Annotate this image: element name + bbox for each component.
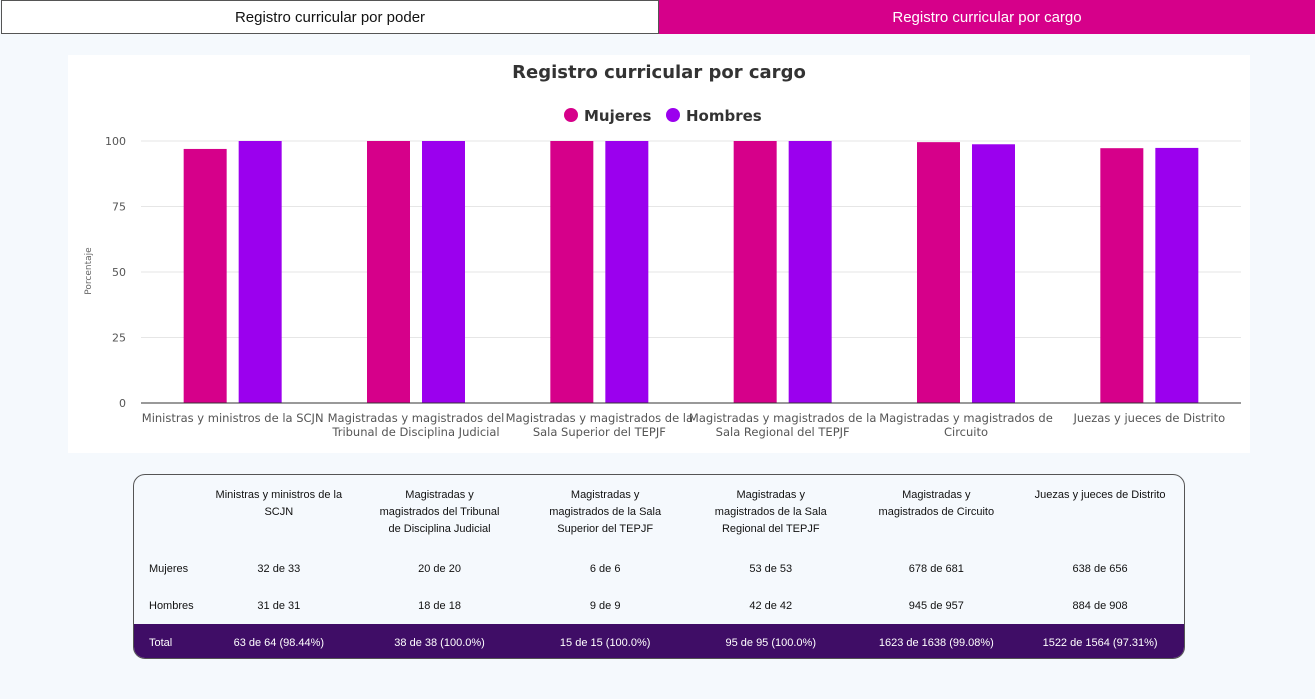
table-cell: 32 de 33 bbox=[257, 562, 301, 575]
tab-bar: Registro curricular por poder Registro c… bbox=[1, 0, 1315, 34]
bar-mujeres-1[interactable] bbox=[367, 141, 410, 403]
legend-label-hombres[interactable]: Hombres bbox=[686, 107, 762, 125]
table-cell: 95 de 95 (100.0%) bbox=[684, 624, 857, 658]
table-cell: 6 de 6 bbox=[589, 562, 621, 575]
bar-mujeres-0[interactable] bbox=[183, 148, 227, 403]
row-label: Mujeres bbox=[149, 562, 189, 575]
summary-table-card: Ministras y ministros de la SCJN Magistr… bbox=[133, 474, 1185, 659]
table-header-empty bbox=[134, 475, 204, 550]
y-axis-ticks: 0 25 50 75 100 bbox=[105, 135, 126, 410]
bar-mujeres-4[interactable] bbox=[917, 142, 960, 403]
table-cell: 42 de 42 bbox=[749, 599, 793, 612]
row-label: Total bbox=[134, 624, 204, 658]
bar-hombres-2[interactable] bbox=[605, 141, 649, 403]
gridlines bbox=[141, 140, 1241, 338]
table-header-sala-regional: Magistradas y magistrados de la Sala Reg… bbox=[714, 489, 827, 535]
legend-marker-mujeres bbox=[564, 108, 578, 122]
x-tick-label: Ministras y ministros de la SCJN bbox=[142, 411, 324, 425]
y-tick-label: 25 bbox=[112, 332, 126, 345]
table-header-distrito: Juezas y jueces de Distrito bbox=[1034, 489, 1166, 501]
y-tick-label: 100 bbox=[105, 135, 126, 148]
table-header-scjn: Ministras y ministros de la SCJN bbox=[215, 489, 343, 518]
y-tick-label: 0 bbox=[119, 397, 126, 410]
table-header-tdj: Magistradas y magistrados del Tribunal d… bbox=[379, 489, 500, 535]
bars bbox=[183, 141, 1199, 403]
table-cell: 38 de 38 (100.0%) bbox=[353, 624, 526, 658]
table-cell: 945 de 957 bbox=[908, 599, 964, 612]
table-cell: 20 de 20 bbox=[418, 562, 461, 575]
legend-marker-hombres bbox=[666, 108, 680, 122]
bar-hombres-5[interactable] bbox=[1155, 147, 1199, 403]
tab-registro-por-poder[interactable]: Registro curricular por poder bbox=[1, 0, 659, 34]
summary-table: Ministras y ministros de la SCJN Magistr… bbox=[134, 475, 1184, 658]
x-tick-label: Magistradas y magistrados del Tribunal de… bbox=[328, 411, 505, 439]
bar-hombres-0[interactable] bbox=[238, 141, 282, 403]
bar-mujeres-5[interactable] bbox=[1100, 148, 1144, 403]
table-cell: 31 de 31 bbox=[257, 599, 301, 612]
x-tick-label: Magistradas y magistrados de la Sala Supe… bbox=[506, 411, 693, 439]
table-header-row: Ministras y ministros de la SCJN Magistr… bbox=[134, 475, 1184, 550]
table-header-sala-superior: Magistradas y magistrados de la Sala Sup… bbox=[549, 489, 662, 535]
y-tick-label: 75 bbox=[112, 201, 126, 214]
x-tick-label: Juezas y jueces de Distrito bbox=[1073, 411, 1226, 425]
legend: Mujeres Hombres bbox=[564, 107, 762, 125]
table-row-total: Total 63 de 64 (98.44%) 38 de 38 (100.0%… bbox=[134, 624, 1184, 658]
table-cell: 18 de 18 bbox=[418, 599, 461, 612]
bar-hombres-3[interactable] bbox=[788, 141, 832, 403]
table-cell: 884 de 908 bbox=[1072, 599, 1128, 612]
x-tick-label: Magistradas y magistrados de la Sala Regi… bbox=[689, 411, 876, 439]
y-tick-label: 50 bbox=[112, 266, 126, 279]
table-cell: 15 de 15 (100.0%) bbox=[525, 624, 685, 658]
y-axis-label: Porcentaje bbox=[84, 247, 94, 295]
table-cell: 53 de 53 bbox=[749, 562, 793, 575]
x-axis-categories: Ministras y ministros de la SCJN Magistra… bbox=[142, 411, 1225, 439]
table-cell: 678 de 681 bbox=[908, 562, 964, 575]
table-cell: 9 de 9 bbox=[589, 599, 621, 612]
table-cell: 638 de 656 bbox=[1072, 562, 1128, 575]
table-cell: 1522 de 1564 (97.31%) bbox=[1016, 624, 1184, 658]
bar-mujeres-3[interactable] bbox=[733, 141, 777, 403]
row-label: Hombres bbox=[149, 599, 194, 612]
bar-hombres-4[interactable] bbox=[972, 144, 1015, 403]
table-row-hombres: Hombres 31 de 31 18 de 18 9 de 9 42 de 4… bbox=[134, 587, 1184, 624]
bar-mujeres-2[interactable] bbox=[550, 141, 594, 403]
legend-label-mujeres[interactable]: Mujeres bbox=[584, 107, 651, 125]
table-header-circuito: Magistradas y magistrados de Circuito bbox=[878, 489, 995, 518]
tab-registro-por-cargo[interactable]: Registro curricular por cargo bbox=[659, 0, 1315, 34]
chart-card: Registro curricular por cargo Mujeres Ho… bbox=[68, 55, 1250, 453]
bar-hombres-1[interactable] bbox=[422, 141, 465, 403]
table-cell: 63 de 64 (98.44%) bbox=[203, 624, 354, 658]
table-cell: 1623 de 1638 (99.08%) bbox=[856, 624, 1017, 658]
x-tick-label: Magistradas y magistrados de Circuito bbox=[879, 411, 1053, 439]
table-row-mujeres: Mujeres 32 de 33 20 de 20 6 de 6 53 de 5… bbox=[134, 550, 1184, 587]
chart-title: Registro curricular por cargo bbox=[512, 62, 806, 83]
bar-chart: Registro curricular por cargo Mujeres Ho… bbox=[84, 62, 1241, 439]
